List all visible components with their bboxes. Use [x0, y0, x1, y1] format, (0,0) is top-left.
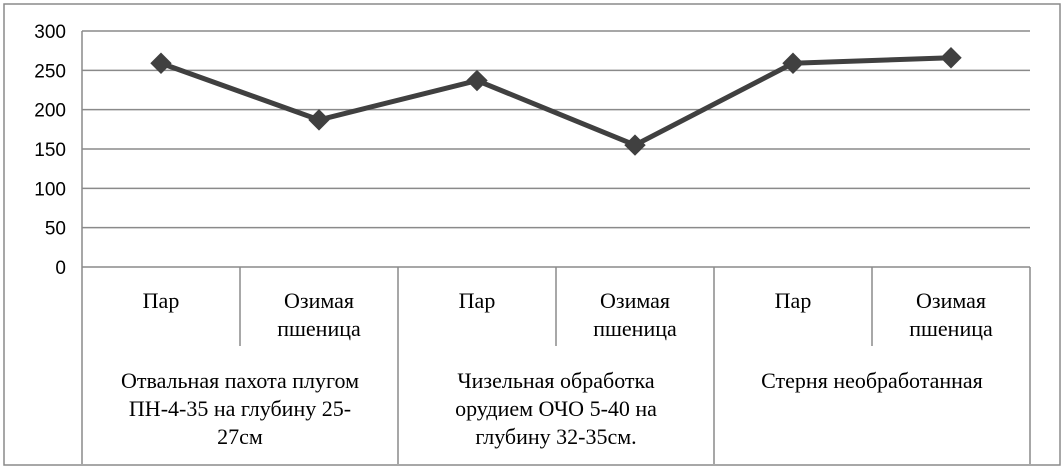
data-point-marker	[308, 109, 330, 131]
category-label: Пар	[143, 288, 180, 313]
y-tick-label: 0	[55, 258, 66, 279]
y-tick-label: 150	[34, 140, 66, 161]
data-point-marker	[150, 52, 172, 74]
data-point-marker	[466, 69, 488, 92]
y-tick-label: 250	[34, 61, 66, 82]
category-label: Озимая пшеница	[277, 288, 361, 341]
group-label: Стерня необработанная	[761, 368, 983, 393]
group-label: Отвальная пахота плугом ПН-4-35 на глубин…	[121, 368, 359, 449]
y-tick-label: 100	[34, 179, 66, 200]
x-axis: Пар Озимая пшеница Пар Озимая пшеница Пар Озима…	[81, 267, 1031, 464]
chart-frame	[3, 3, 1061, 466]
y-axis-ticks: 0 50 100 150 200 250 300	[34, 22, 66, 279]
y-tick-label: 50	[45, 219, 66, 240]
y-tick-label: 300	[34, 22, 66, 43]
group-label: Чизельная обработка орудием ОЧО 5-40 на гл…	[455, 368, 657, 449]
series	[150, 47, 962, 156]
category-label: Пар	[775, 288, 812, 313]
data-point-marker	[624, 134, 646, 156]
y-tick-label: 200	[34, 101, 66, 122]
series-line	[160, 55, 952, 148]
data-point-marker	[782, 52, 804, 74]
category-label: Пар	[459, 288, 496, 313]
data-point-marker	[940, 47, 962, 69]
category-label: Озимая пшеница	[593, 288, 677, 341]
category-label: Озимая пшеница	[909, 288, 993, 341]
